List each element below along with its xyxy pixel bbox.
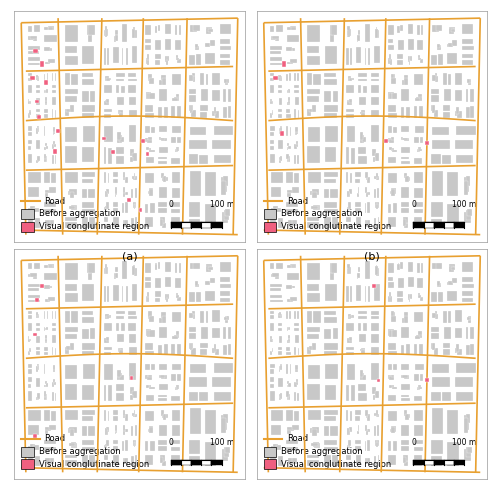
Bar (454, 460, 464, 466)
Text: Road: Road (44, 197, 66, 206)
Bar (425, 378, 428, 383)
Bar (434, 460, 444, 466)
Bar (171, 460, 181, 466)
Bar (444, 460, 454, 466)
Bar (280, 131, 283, 136)
Bar (21, 447, 34, 457)
Bar (111, 150, 115, 154)
Text: 0: 0 (411, 200, 416, 209)
Bar (212, 460, 222, 466)
Bar (414, 222, 424, 228)
Bar (33, 48, 38, 53)
Text: Road: Road (44, 434, 66, 444)
Bar (21, 222, 34, 232)
Bar (414, 460, 424, 466)
Text: (a): (a) (122, 251, 138, 261)
Bar (181, 460, 191, 466)
Text: Visual conglutinate region: Visual conglutinate region (281, 460, 392, 469)
Bar (38, 115, 41, 120)
Bar (35, 100, 39, 103)
Bar (181, 222, 191, 228)
Bar (425, 141, 428, 145)
Bar (141, 139, 145, 142)
Bar (191, 222, 202, 228)
Bar (202, 222, 211, 228)
Bar (264, 459, 276, 469)
Bar (264, 222, 276, 232)
Bar (171, 222, 181, 228)
Text: Before aggregation: Before aggregation (38, 447, 120, 456)
Bar (146, 152, 150, 156)
Bar (434, 222, 444, 228)
Bar (44, 81, 48, 85)
Bar (127, 198, 132, 203)
Bar (40, 285, 44, 288)
Text: 0: 0 (168, 438, 173, 447)
Bar (33, 434, 37, 438)
Bar (282, 61, 286, 66)
Text: Before aggregation: Before aggregation (281, 209, 362, 219)
Text: Visual conglutinate region: Visual conglutinate region (38, 460, 149, 469)
Bar (130, 376, 133, 380)
Text: Before aggregation: Before aggregation (281, 447, 362, 456)
Bar (56, 129, 60, 133)
Bar (424, 460, 434, 466)
Bar (191, 460, 202, 466)
Text: 100 m: 100 m (452, 200, 476, 209)
Bar (102, 137, 106, 140)
Bar (424, 222, 434, 228)
Bar (273, 76, 278, 81)
Bar (40, 61, 44, 66)
Bar (444, 222, 454, 228)
Text: Before aggregation: Before aggregation (38, 209, 120, 219)
Bar (30, 76, 35, 81)
Bar (376, 379, 380, 383)
Text: Visual conglutinate region: Visual conglutinate region (38, 222, 149, 231)
Bar (264, 209, 276, 219)
Text: 0: 0 (168, 200, 173, 209)
Bar (138, 208, 142, 212)
Text: Road: Road (287, 197, 308, 206)
Bar (33, 333, 37, 336)
Text: 0: 0 (411, 438, 416, 447)
Bar (454, 222, 464, 228)
Bar (202, 460, 211, 466)
Bar (372, 285, 376, 288)
Text: 100 m: 100 m (452, 438, 476, 447)
Text: 100 m: 100 m (210, 200, 234, 209)
Bar (54, 149, 57, 154)
Bar (21, 209, 34, 219)
Text: (b): (b) (364, 251, 380, 261)
Text: Road: Road (287, 434, 308, 444)
Bar (35, 298, 38, 302)
Bar (212, 222, 222, 228)
Bar (264, 447, 276, 457)
Bar (384, 139, 388, 142)
Text: 100 m: 100 m (210, 438, 234, 447)
Text: Visual conglutinate region: Visual conglutinate region (281, 222, 392, 231)
Bar (21, 459, 34, 469)
